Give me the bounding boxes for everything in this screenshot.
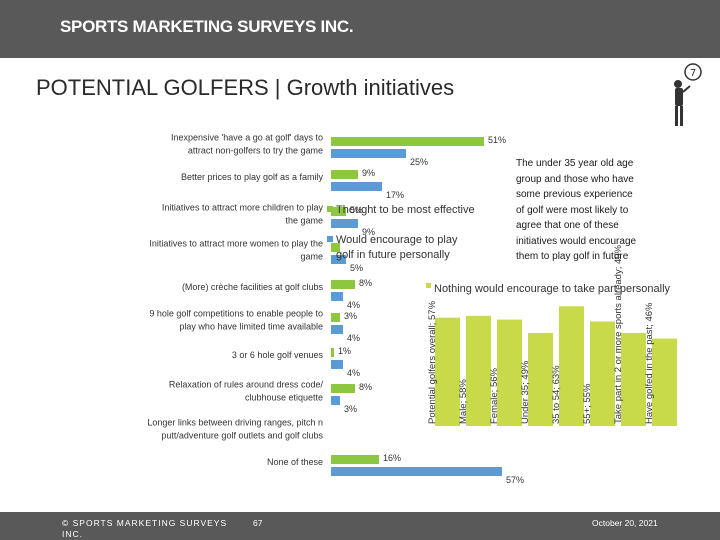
data-label: 4% — [347, 300, 360, 310]
data-label: 8% — [359, 382, 372, 392]
category-label: Longer links between driving ranges, pit… — [147, 418, 323, 441]
bar-most-effective — [331, 455, 379, 464]
column-bar — [652, 338, 677, 426]
category-label: Initiatives to attract more children to … — [162, 203, 324, 226]
column-label: Male; 58% — [458, 379, 469, 424]
category-label: (More) crèche facilities at golf clubs — [182, 282, 324, 292]
footer-copyright: © SPORTS MARKETING SURVEYS INC. — [62, 518, 228, 539]
svg-text:7: 7 — [690, 68, 696, 79]
vertical-chart-title: Nothing would encourage to take part per… — [434, 283, 671, 295]
bar-most-effective — [331, 137, 484, 146]
column-label: Take part in 2 or more sports already; 4… — [613, 244, 624, 424]
data-label: 1% — [338, 346, 351, 356]
legend-label-encourage: Would encourage to play — [336, 234, 458, 246]
bar-encourage — [331, 182, 382, 191]
bar-encourage — [331, 149, 406, 158]
data-label: 4% — [347, 333, 360, 343]
category-label: Initiatives to attract more women to pla… — [149, 239, 323, 262]
bar-encourage — [331, 325, 343, 334]
golfer-icon: 7 — [674, 63, 702, 126]
column-bar — [435, 317, 460, 426]
data-label: 9% — [362, 227, 375, 237]
data-label: 51% — [488, 135, 506, 145]
legend-swatch-most-effective — [327, 206, 333, 212]
column-label: Under 35; 49% — [520, 360, 531, 424]
column-bar — [466, 315, 491, 426]
category-label: Better prices to play golf as a family — [181, 172, 324, 182]
column-bar — [497, 319, 522, 426]
category-label: 9 hole golf competitions to enable peopl… — [149, 309, 323, 332]
bar-encourage — [331, 219, 358, 228]
legend-label-encourage-cont: golf in future personally — [336, 249, 450, 261]
bar-most-effective — [331, 313, 340, 322]
data-label: 57% — [506, 475, 524, 485]
header-bar — [0, 0, 720, 58]
footer-date: October 20, 2021 — [592, 518, 658, 528]
data-label: 4% — [347, 368, 360, 378]
category-label: Relaxation of rules around dress code/cl… — [169, 380, 324, 403]
data-label: 8% — [359, 278, 372, 288]
category-label: 3 or 6 hole golf venues — [232, 350, 324, 360]
data-label: 17% — [386, 190, 404, 200]
bar-encourage — [331, 255, 346, 264]
legend-swatch-encourage — [327, 236, 333, 242]
column-label: Potential golfers overall; 57% — [427, 300, 438, 424]
bar-encourage — [331, 467, 502, 476]
data-label: 5% — [350, 263, 363, 273]
footer-bar — [0, 512, 720, 540]
bar-most-effective — [331, 243, 340, 252]
bar-most-effective — [331, 384, 355, 393]
column-label: 35 to 54; 63% — [551, 365, 562, 424]
bar-most-effective — [331, 280, 355, 289]
column-label: Have golfed in the past; 46% — [644, 302, 655, 424]
category-label: None of these — [267, 457, 323, 467]
bar-encourage — [331, 360, 343, 369]
bar-encourage — [331, 396, 340, 405]
data-label: 9% — [362, 168, 375, 178]
data-label: 3% — [344, 311, 357, 321]
column-label: 55+; 55% — [582, 383, 593, 424]
data-label: 16% — [383, 453, 401, 463]
column-label: Female; 56% — [489, 367, 500, 424]
legend-label-most-effective: Thought to be most effective — [336, 204, 475, 216]
column-bar — [590, 321, 615, 426]
column-bar — [559, 306, 584, 426]
data-label: 25% — [410, 157, 428, 167]
page-title: POTENTIAL GOLFERS | Growth initiatives — [36, 75, 455, 100]
bar-most-effective — [331, 170, 358, 179]
brand-logo-text: SPORTS MARKETING SURVEYS INC. — [60, 17, 354, 36]
data-label: 3% — [344, 404, 357, 414]
data-label: 5% — [350, 205, 363, 215]
bar-most-effective — [331, 207, 346, 216]
bar-most-effective — [331, 348, 334, 357]
footer-page-number: 67 — [253, 518, 263, 528]
insight-note: The under 35 year old age group and thos… — [516, 158, 637, 262]
column-bar — [621, 332, 646, 426]
column-bar — [528, 332, 553, 426]
category-label: Inexpensive 'have a go at golf' days to a… — [171, 133, 323, 156]
golfer-badge-icon — [684, 63, 702, 81]
bar-encourage — [331, 292, 343, 301]
vertical-legend-swatch — [426, 283, 431, 288]
